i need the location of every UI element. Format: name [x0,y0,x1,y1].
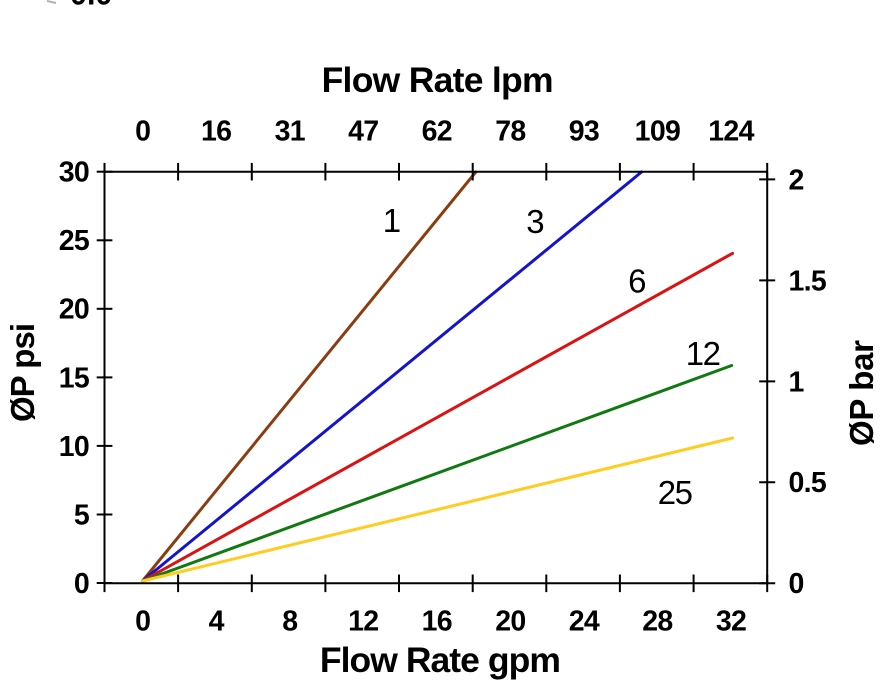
svg-text:47: 47 [348,116,378,148]
svg-text:78: 78 [495,116,525,148]
svg-text:0.5: 0.5 [789,467,827,499]
svg-text:32: 32 [716,606,746,638]
svg-text:20: 20 [59,294,89,326]
svg-text:31: 31 [275,116,306,148]
svg-text:1: 1 [383,202,400,239]
svg-text:8: 8 [282,606,297,638]
svg-text:24: 24 [569,606,600,638]
svg-text:0: 0 [135,606,150,638]
svg-text:12: 12 [686,335,720,372]
svg-text:ØP bar: ØP bar [843,340,880,446]
svg-text:0: 0 [74,568,89,600]
svg-text:30: 30 [59,157,89,189]
svg-text:15: 15 [59,362,90,394]
svg-text:16: 16 [201,116,231,148]
svg-text:28: 28 [642,606,672,638]
svg-text:124: 124 [708,116,754,148]
svg-text:0: 0 [135,116,150,148]
svg-text:62: 62 [422,116,452,148]
svg-text:ØP psi: ØP psi [4,323,41,422]
svg-text:12: 12 [348,606,378,638]
svg-text:10: 10 [59,431,89,463]
svg-text:Flow Rate gpm: Flow Rate gpm [320,640,561,680]
svg-text:25: 25 [658,474,692,511]
svg-text:1.5: 1.5 [789,265,827,297]
svg-text:109: 109 [635,116,680,148]
svg-text:25: 25 [59,225,90,257]
svg-text:Flow Rate lpm: Flow Rate lpm [322,60,554,100]
svg-text:6: 6 [628,262,645,299]
svg-text:16: 16 [422,606,452,638]
svg-text:5: 5 [74,499,90,531]
svg-text:93: 93 [569,116,599,148]
svg-text:4: 4 [209,606,225,638]
svg-text:2: 2 [789,164,804,196]
svg-text:20: 20 [495,606,525,638]
svg-text:0: 0 [789,568,804,600]
svg-text:0.0: 0.0 [70,0,112,12]
svg-text:1: 1 [789,366,805,398]
svg-text:3: 3 [526,203,543,240]
